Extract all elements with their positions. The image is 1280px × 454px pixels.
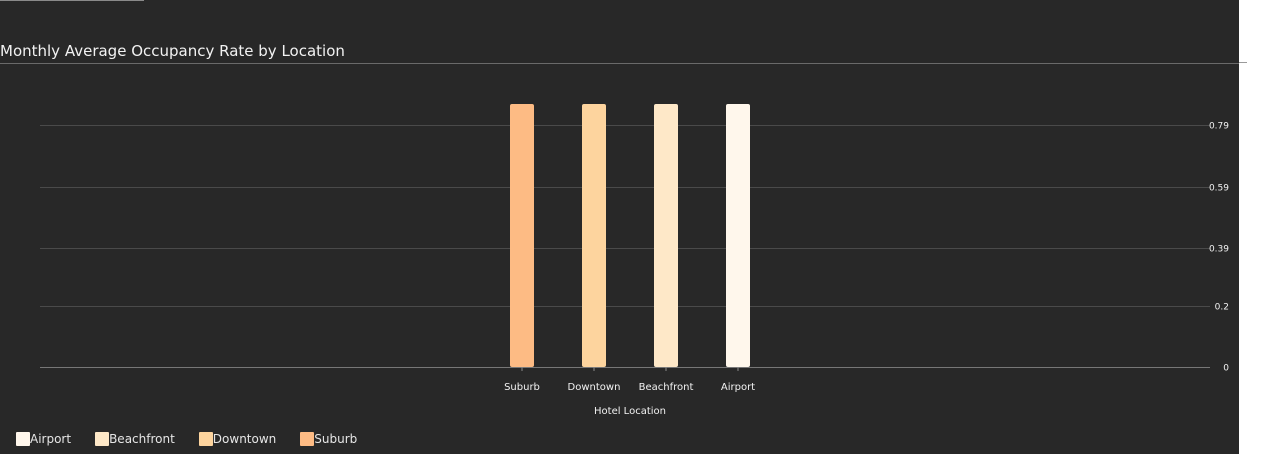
x-axis-title: Hotel Location	[594, 406, 666, 417]
legend-item-airport[interactable]: Airport	[16, 432, 71, 446]
x-tick-label: Beachfront	[639, 382, 694, 393]
x-tick-label: Suburb	[504, 382, 540, 393]
chart-title: Monthly Average Occupancy Rate by Locati…	[0, 42, 345, 60]
legend-item-downtown[interactable]: Downtown	[198, 432, 277, 446]
y-axis-ticks: 0 0.2 0.39 0.59 0.79	[1209, 122, 1229, 374]
y-tick-label: 0.79	[1209, 122, 1229, 132]
legend-item-beachfront[interactable]: Beachfront	[95, 432, 175, 446]
x-tick-label: Airport	[721, 382, 755, 393]
bar-beachfront[interactable]	[654, 104, 678, 367]
legend-label: Beachfront	[109, 432, 175, 446]
legend-swatch	[198, 432, 213, 446]
y-tick-label: 0	[1223, 364, 1229, 374]
top-tab-indicator	[0, 0, 144, 1]
legend-label: Suburb	[314, 432, 358, 446]
legend-label: Airport	[30, 432, 72, 446]
title-divider-tick	[1239, 62, 1247, 63]
legend-label: Downtown	[212, 432, 277, 446]
bar-suburb[interactable]	[510, 104, 534, 367]
grid-lines	[40, 125, 1210, 368]
chart-panel: Monthly Average Occupancy Rate by Locati…	[0, 0, 1239, 454]
legend-item-suburb[interactable]: Suburb	[300, 432, 357, 446]
bars	[510, 104, 750, 367]
x-tick-label: Downtown	[568, 382, 621, 393]
legend-swatch	[16, 432, 30, 446]
y-tick-label: 0.2	[1215, 303, 1229, 313]
legend: Airport Beachfront Downtown Suburb	[16, 430, 381, 448]
bar-chart: 0 0.2 0.39 0.59 0.79 Suburb Downtown Beachfron…	[40, 104, 1229, 417]
bar-airport[interactable]	[726, 104, 750, 367]
y-tick-label: 0.59	[1209, 184, 1229, 194]
title-divider	[0, 63, 1239, 64]
y-tick-label: 0.39	[1209, 245, 1229, 255]
bar-downtown[interactable]	[582, 104, 606, 367]
legend-swatch	[300, 432, 315, 446]
x-axis-ticks: Suburb Downtown Beachfront Airport	[504, 367, 755, 393]
legend-swatch	[95, 432, 110, 446]
